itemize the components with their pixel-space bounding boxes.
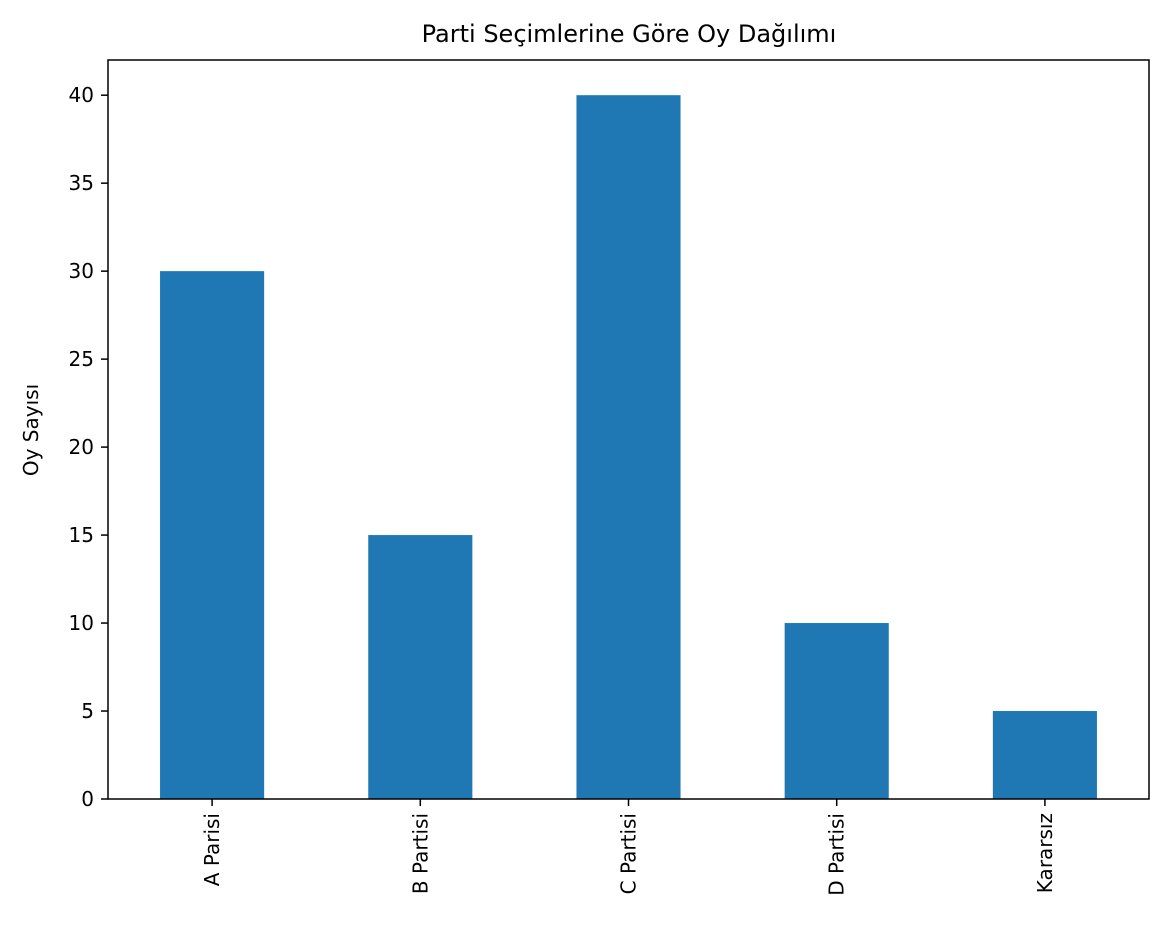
y-axis-label: Oy Sayısı bbox=[19, 384, 43, 476]
x-tick-label: D Partisi bbox=[825, 813, 849, 896]
y-tick-label: 20 bbox=[69, 435, 94, 459]
bar bbox=[784, 623, 889, 799]
x-tick-label: B Partisi bbox=[408, 813, 432, 894]
bar bbox=[992, 711, 1097, 799]
plot-area-border bbox=[107, 59, 1150, 800]
x-tick-label: C Partisi bbox=[617, 813, 641, 894]
plot-frame bbox=[107, 59, 1150, 800]
chart-title: Parti Seçimlerine Göre Oy Dağılımı bbox=[422, 20, 837, 48]
bars-group bbox=[160, 95, 1097, 800]
y-tick-label: 10 bbox=[69, 611, 94, 635]
x-axis-ticks: A Parisi B Partisi C Partisi D Partisi Karar… bbox=[200, 799, 1057, 896]
y-tick-label: 30 bbox=[69, 259, 94, 283]
x-tick-label: A Parisi bbox=[200, 813, 224, 886]
y-tick-label: 35 bbox=[69, 171, 94, 195]
bar bbox=[368, 535, 473, 799]
y-tick-label: 0 bbox=[81, 787, 94, 811]
y-tick-label: 5 bbox=[81, 699, 94, 723]
y-tick-label: 15 bbox=[69, 523, 94, 547]
x-tick-label: Kararsız bbox=[1033, 813, 1057, 893]
y-axis-ticks: 0 5 10 15 20 25 30 35 40 bbox=[69, 83, 108, 811]
bar bbox=[576, 95, 681, 799]
y-tick-label: 25 bbox=[69, 347, 94, 371]
bar bbox=[160, 271, 265, 800]
y-tick-label: 40 bbox=[69, 83, 94, 107]
